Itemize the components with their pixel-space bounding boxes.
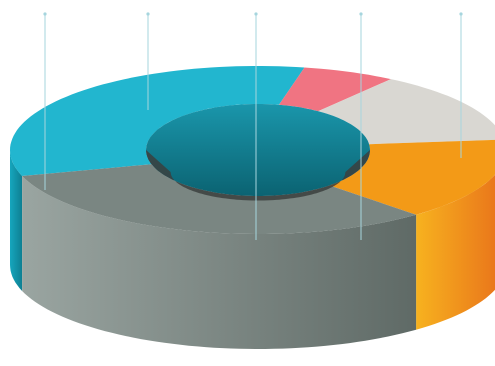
leader-dot bbox=[146, 12, 150, 16]
leader-lines bbox=[43, 12, 463, 240]
slice-side-5 bbox=[22, 176, 417, 349]
leader-dot bbox=[359, 12, 363, 16]
slice-top-2 bbox=[279, 67, 391, 112]
donut-hole bbox=[146, 104, 370, 196]
donut-outer-sides bbox=[10, 150, 495, 349]
slice-top-5 bbox=[22, 164, 417, 234]
leader-dot bbox=[43, 12, 47, 16]
donut-top-faces bbox=[10, 66, 495, 234]
leader-dot bbox=[459, 12, 463, 16]
slice-top-3 bbox=[318, 79, 495, 145]
slice-top-1 bbox=[10, 66, 305, 176]
slice-side-1 bbox=[10, 150, 23, 291]
slice-top-4 bbox=[329, 139, 495, 215]
leader-dot bbox=[254, 12, 258, 16]
slice-side-4 bbox=[416, 174, 495, 330]
